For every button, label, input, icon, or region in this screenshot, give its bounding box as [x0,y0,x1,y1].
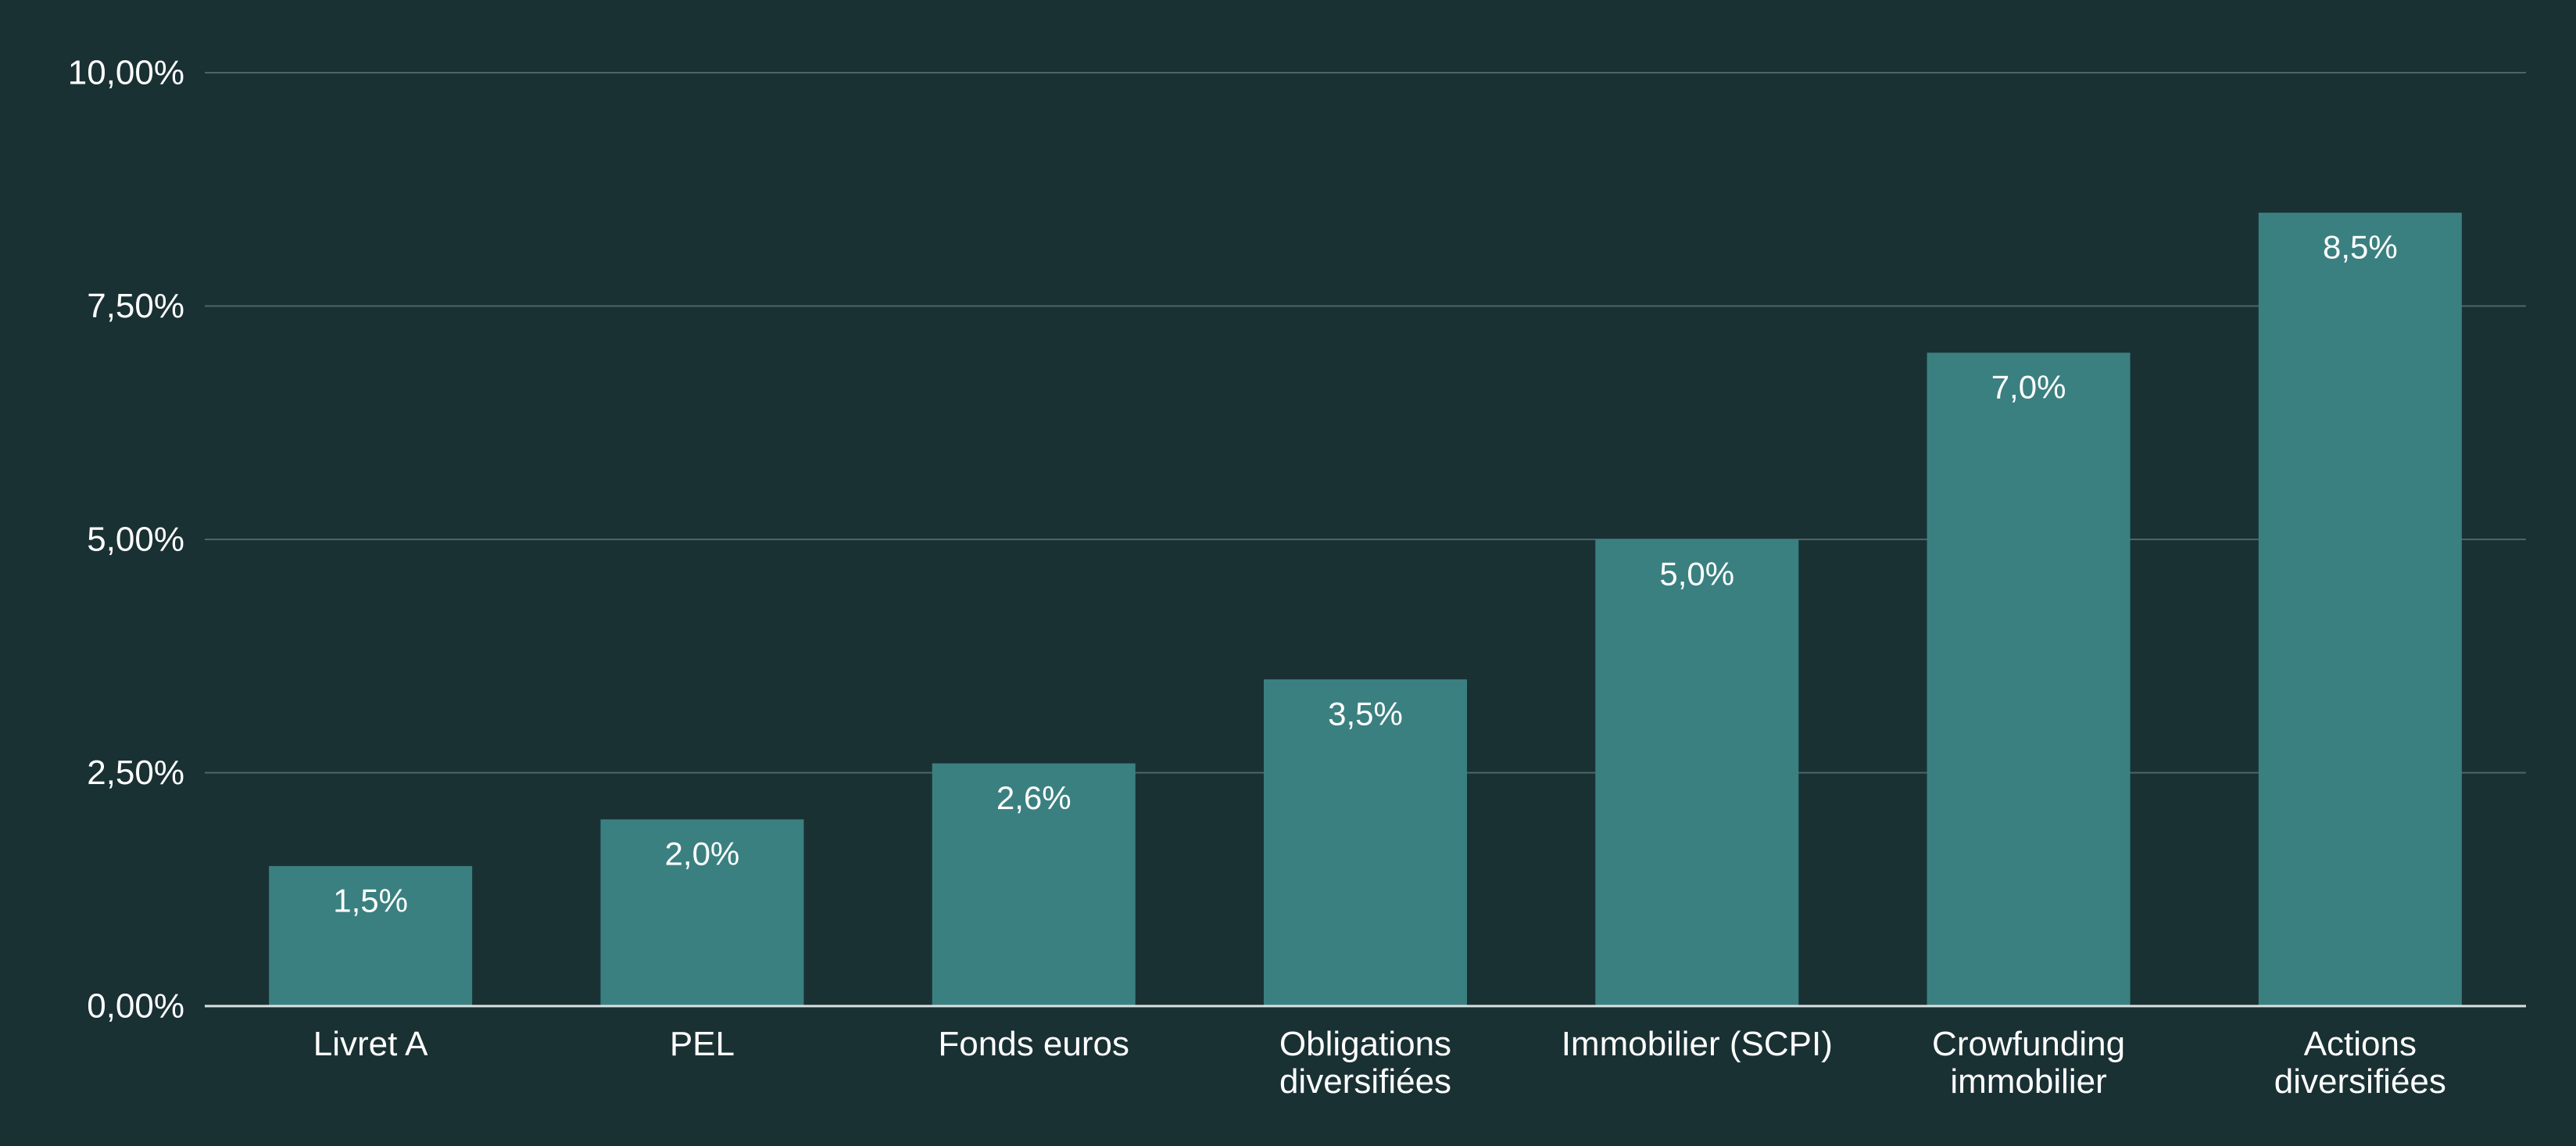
data-labels: 1,5% 2,0% 2,6% 3,5% 5,0% 7,0% 8,5% [333,229,2397,919]
y-axis-tick-labels: 0,00% 2,50% 5,00% 7,50% 10,00% [68,54,184,1026]
x-axis-tick-labels: Livret A PEL Fonds euros Obligations diversi… [313,1025,2446,1101]
x-tick-label-line: immobilier [1950,1062,2106,1101]
x-tick-label-line: diversifiées [2274,1062,2446,1101]
bar [269,865,473,1006]
y-tick-label: 0,00% [87,987,184,1026]
x-tick-label-line: diversifiées [1279,1062,1451,1101]
y-tick-label: 5,00% [87,521,184,559]
x-tick-label-line: Actions [2304,1025,2417,1063]
x-tick-label: Crowfunding immobilier [1932,1025,2125,1101]
y-tick-label: 10,00% [68,54,184,92]
bars [269,213,2462,1007]
x-tick-label: Actions diversifiées [2274,1025,2446,1101]
x-tick-label-line: Crowfunding [1932,1025,2125,1063]
x-tick-label: PEL [670,1025,735,1063]
bar [2258,213,2462,1007]
x-tick-label: Obligations diversifiées [1279,1025,1451,1101]
data-label: 1,5% [333,882,408,919]
x-tick-label: Livret A [313,1025,428,1063]
gridlines [205,72,2526,774]
x-tick-label: Fonds euros [938,1025,1129,1063]
y-tick-label: 2,50% [87,754,184,792]
data-label: 3,5% [1328,696,1403,732]
x-tick-label-line: PEL [670,1025,735,1063]
x-tick-label-line: Livret A [313,1025,428,1063]
bar [1264,679,1467,1006]
data-label: 2,0% [665,836,740,872]
bar [1927,353,2131,1006]
data-label: 2,6% [996,779,1072,816]
x-tick-label-line: Fonds euros [938,1025,1129,1063]
x-tick-label-line: Immobilier (SCPI) [1562,1025,1833,1063]
y-tick-label: 7,50% [87,287,184,325]
x-tick-label: Immobilier (SCPI) [1562,1025,1833,1063]
bar [600,819,804,1006]
bar [1595,539,1799,1006]
data-label: 8,5% [2323,229,2398,266]
x-tick-label-line: Obligations [1279,1025,1451,1063]
data-label: 5,0% [1659,556,1734,593]
bar [932,763,1136,1006]
data-label: 7,0% [1991,369,2066,406]
